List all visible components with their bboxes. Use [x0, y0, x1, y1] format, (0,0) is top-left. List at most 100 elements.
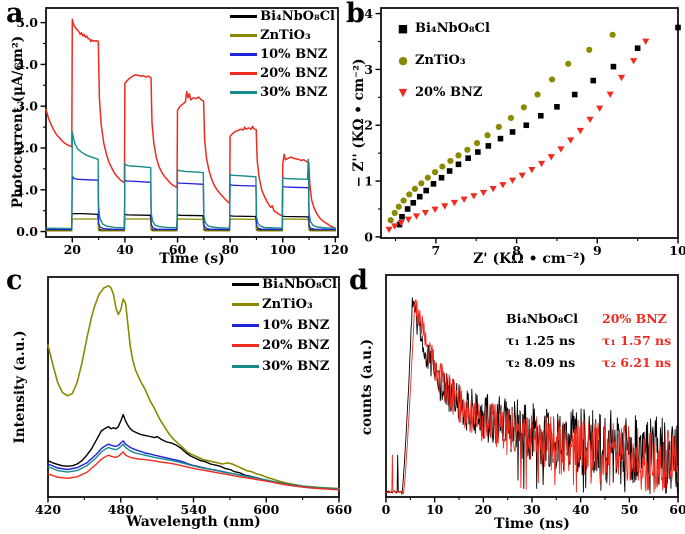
panel-c-plot: 420 480 540 600 660: [35, 276, 352, 517]
legend-swatch-circle-icon: ●: [398, 53, 408, 67]
legend-label: Bi₄NbO₈Cl: [262, 276, 337, 292]
annotation-tau2-red: τ₂ 6.21 ns: [602, 355, 672, 370]
panel-c-x-axis-label: Wavelength (nm): [126, 514, 261, 530]
y-tick-label: 3: [364, 62, 373, 77]
legend-item: 10% BNZ: [230, 45, 335, 64]
panel-c-legend: Bi₄NbO₈Cl ZnTiO₃ 10% BNZ 20% BNZ 30% BNZ: [232, 274, 337, 377]
panel-d-x-axis-label: Time (ns): [494, 516, 570, 532]
x-tick-label: 420: [35, 502, 61, 517]
legend-swatch-triangle-icon: ▼: [398, 85, 408, 99]
x-tick-label: 40: [572, 502, 590, 517]
panel-a-y-axis-label: Photocurrent (μA/cm²): [10, 35, 26, 209]
annotation-tau2-black: τ₂ 8.09 ns: [506, 355, 576, 370]
panel-c-pl-spectra: 420 480 540 600 660 c Intensity (a.u.) Wavel…: [0, 265, 352, 534]
legend-label: 10% BNZ: [262, 317, 330, 333]
panel-c-y-axis-label: Intensity (a.u.): [12, 330, 28, 444]
series-30% BNZ: [47, 443, 340, 490]
legend-swatch-line-icon: [230, 15, 258, 18]
series-20% BNZ: [47, 451, 340, 491]
panel-d-lifetime-annotation: Bi₄NbO₈Cl τ₁ 1.25 ns τ₂ 8.09 ns 20% BNZ …: [506, 311, 671, 370]
x-tick-label: 7: [432, 243, 441, 258]
legend-swatch-line-icon: [232, 323, 260, 327]
legend-label: 20% BNZ: [262, 338, 330, 354]
legend-label: 30% BNZ: [262, 358, 330, 374]
legend-item: Bi₄NbO₈Cl: [232, 274, 337, 295]
panel-b-legend: ■ Bi₄NbO₈Cl ● ZnTiO₃ ▼ 20% BNZ: [395, 12, 490, 108]
x-tick-label: 30: [523, 502, 541, 517]
y-tick-label: 5.0: [16, 15, 38, 30]
panel-b-letter: b: [346, 0, 365, 29]
series-ZnTiO₃: [47, 284, 340, 490]
x-tick-label: 20: [475, 502, 493, 517]
panel-a-x-axis-label: Time (s): [159, 251, 225, 267]
y-tick-label: 4: [364, 6, 373, 21]
legend-swatch-line-icon: [230, 53, 258, 56]
panel-b-eis-nyquist: 7 8 9 10 0 1 2 3 4 b − Z'' (KΩ • cm⁻²) Z' (KΩ • …: [343, 0, 685, 267]
legend-swatch-line-icon: [230, 34, 258, 37]
series-Bi₄NbO₈Cl: [45, 212, 337, 232]
legend-swatch-line-icon: [232, 364, 260, 368]
legend-item: 30% BNZ: [232, 356, 337, 377]
legend-item: ■ Bi₄NbO₈Cl: [395, 12, 490, 44]
legend-item: Bi₄NbO₈Cl: [230, 7, 335, 26]
legend-label: 30% BNZ: [260, 85, 328, 100]
legend-label: ZnTiO₃: [260, 28, 311, 43]
legend-item: 20% BNZ: [230, 64, 335, 83]
y-tick-label: 3.0: [16, 99, 38, 114]
panel-a-photocurrent: 20 40 60 80 100 120 0.0 1.0 2.0 3.0 4.0 5.0 a Photo…: [0, 0, 349, 267]
x-tick-label: 10: [426, 502, 444, 517]
legend-swatch-line-icon: [230, 91, 258, 94]
legend-label: Bi₄NbO₈Cl: [415, 20, 490, 36]
x-tick-label: 100: [270, 242, 296, 257]
series-ZnTiO₃: [45, 218, 337, 232]
series-Bi₄NbO₈Cl: [47, 413, 340, 491]
y-tick-label: 0.0: [16, 224, 38, 239]
panel-b-x-axis-label: Z' (KΩ • cm⁻²): [473, 251, 586, 267]
x-tick-label: 0: [382, 502, 391, 517]
x-tick-label: 480: [108, 502, 134, 517]
legend-swatch-line-icon: [232, 344, 260, 348]
legend-item: ZnTiO₃: [230, 26, 335, 45]
legend-label: 20% BNZ: [415, 84, 483, 100]
series-Bi₄NbO₈Cl: [396, 24, 681, 228]
legend-item: 30% BNZ: [230, 83, 335, 102]
legend-label: ZnTiO₃: [415, 52, 466, 68]
panel-b-plot: 7 8 9 10 0 1 2 3 4: [364, 6, 685, 258]
x-tick-label: 20: [64, 242, 82, 257]
series-20% BNZ: [385, 38, 650, 234]
x-tick-label: 540: [180, 502, 206, 517]
legend-item: ZnTiO₃: [232, 295, 337, 316]
series-ZnTiO₃: [387, 31, 616, 224]
annotation-sample-red: 20% BNZ: [602, 311, 667, 326]
y-tick-label: 1: [364, 174, 373, 189]
x-tick-label: 600: [253, 502, 279, 517]
x-tick-label: 60: [169, 242, 187, 257]
y-tick-label: 1.0: [16, 182, 38, 197]
panel-a-plot: 20 40 60 80 100 120 0.0 1.0 2.0 3.0 4.0 5.0: [16, 7, 349, 257]
annotation-tau1-red: τ₁ 1.57 ns: [602, 333, 672, 348]
y-tick-label: 2: [364, 118, 373, 133]
x-tick-label: 10: [669, 243, 685, 258]
annotation-tau1-black: τ₁ 1.25 ns: [506, 333, 576, 348]
annotation-sample-black: Bi₄NbO₈Cl: [506, 311, 579, 326]
y-tick-label: 2.0: [16, 140, 38, 155]
x-tick-label: 80: [221, 242, 239, 257]
panel-a-letter: a: [6, 0, 24, 29]
series-20% BNZ: [385, 299, 679, 495]
legend-label: 10% BNZ: [260, 47, 328, 62]
x-tick-label: 120: [322, 242, 348, 257]
series-10% BNZ: [45, 175, 337, 231]
legend-swatch-line-icon: [232, 282, 260, 286]
panel-b-y-axis-label: − Z'' (KΩ • cm⁻²): [351, 58, 367, 188]
panel-c-letter: c: [6, 265, 23, 296]
panel-a-legend: Bi₄NbO₈Cl ZnTiO₃ 10% BNZ 20% BNZ 30% BNZ: [230, 7, 335, 102]
x-tick-label: 8: [512, 243, 521, 258]
panel-d-y-axis-label: counts (a.u.): [359, 338, 375, 436]
legend-item: ▼ 20% BNZ: [395, 76, 490, 108]
x-tick-label: 50: [621, 502, 639, 517]
y-tick-label: 0: [364, 229, 373, 244]
legend-item: 20% BNZ: [232, 336, 337, 357]
x-tick-label: 40: [116, 242, 134, 257]
panel-d-letter: d: [349, 265, 368, 296]
